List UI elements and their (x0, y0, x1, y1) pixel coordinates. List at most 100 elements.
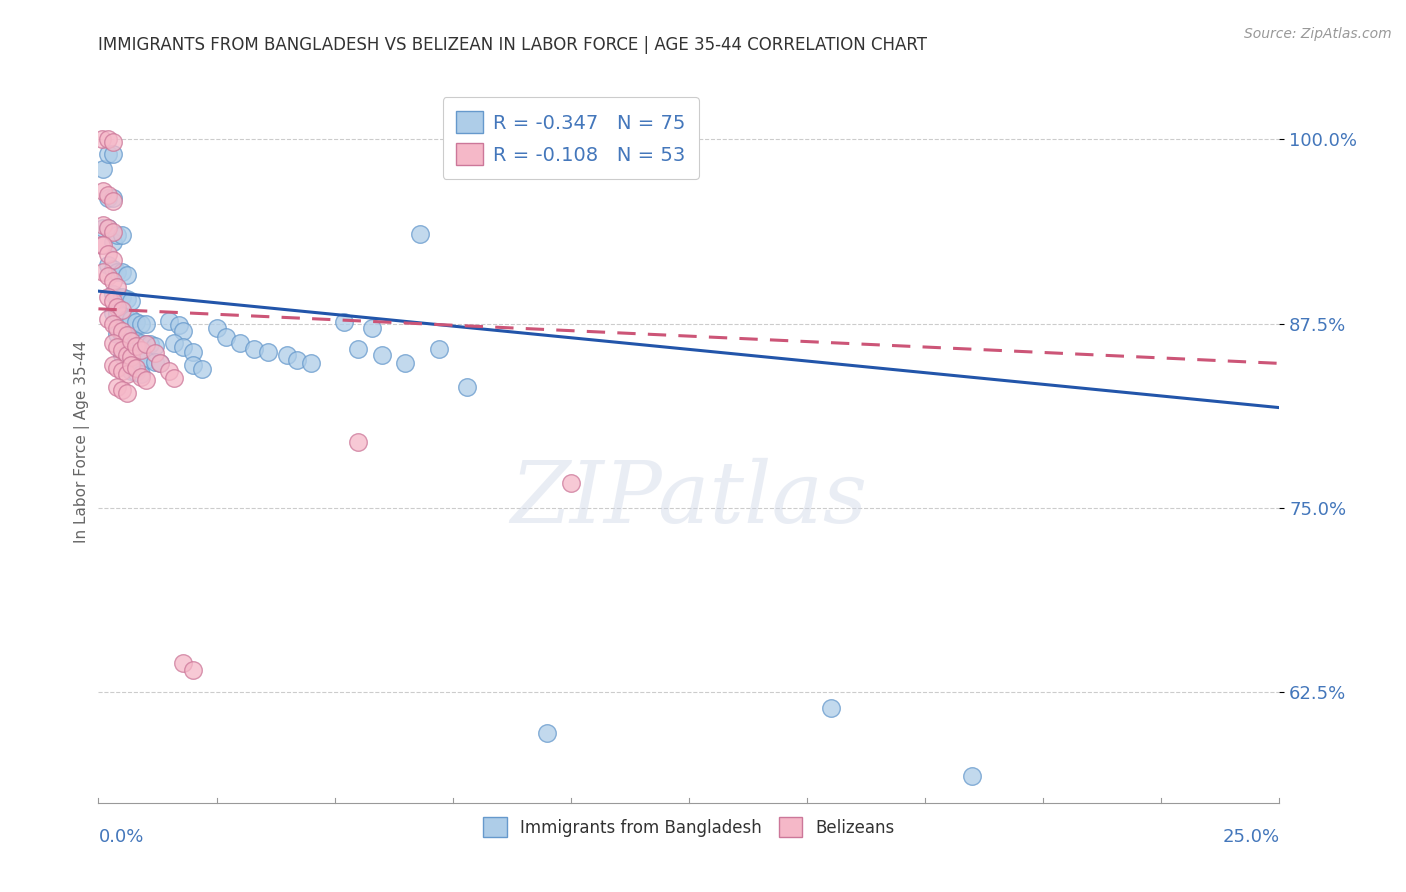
Point (105, 380, 128, 394)
Point (105, 301, 128, 315)
Point (115, 347, 138, 361)
Point (143, 355, 166, 369)
Point (135, 373, 157, 387)
Point (135, 317, 157, 331)
Point (101, 358, 124, 372)
Point (91, 238, 114, 252)
Point (101, 147, 124, 161)
Point (115, 347, 138, 361)
Point (97, 147, 120, 161)
Point (111, 265, 134, 279)
Point (105, 360, 128, 375)
Point (115, 331, 138, 345)
Point (101, 191, 124, 205)
Y-axis label: In Labor Force | Age 35-44: In Labor Force | Age 35-44 (75, 341, 90, 542)
Point (181, 663, 204, 677)
Point (101, 194, 124, 209)
Point (111, 347, 134, 361)
Point (163, 371, 186, 385)
Point (121, 351, 143, 365)
Point (91, 184, 114, 198)
Point (135, 337, 157, 351)
Point (115, 328, 138, 343)
Point (121, 294, 143, 309)
Legend: Immigrants from Bangladesh, Belizeans: Immigrants from Bangladesh, Belizeans (475, 809, 903, 845)
Point (172, 656, 194, 670)
Point (101, 135, 124, 149)
Point (962, 769, 984, 783)
Point (105, 290, 128, 304)
Point (129, 351, 152, 366)
Point (121, 333, 143, 347)
Point (97, 188, 120, 202)
Point (347, 342, 370, 356)
Point (125, 315, 148, 329)
Point (115, 385, 138, 400)
Text: 25.0%: 25.0% (1222, 828, 1279, 846)
Point (111, 228, 134, 243)
Point (121, 358, 143, 372)
Point (105, 340, 128, 354)
Point (347, 434, 370, 449)
Point (167, 318, 190, 332)
Text: ZIPatlas: ZIPatlas (510, 458, 868, 541)
Point (91, 218, 114, 232)
Point (125, 351, 148, 365)
Point (97, 220, 120, 235)
Point (361, 321, 384, 335)
Point (163, 335, 186, 350)
Point (149, 356, 172, 370)
Point (101, 274, 124, 288)
Point (143, 339, 166, 353)
Point (139, 337, 162, 351)
Point (101, 225, 124, 239)
Point (97, 132, 120, 146)
Point (229, 335, 252, 350)
Point (105, 279, 128, 293)
Point (125, 360, 148, 375)
Point (157, 364, 180, 378)
Point (111, 303, 134, 318)
Point (115, 367, 138, 381)
Point (101, 253, 124, 268)
Point (91, 220, 114, 235)
Point (285, 353, 308, 368)
Point (97, 312, 120, 326)
Point (101, 306, 124, 320)
Point (129, 335, 152, 350)
Point (191, 362, 214, 376)
Point (115, 268, 138, 282)
Point (97, 258, 120, 272)
Point (101, 262, 124, 277)
Text: 0.0%: 0.0% (98, 828, 143, 846)
Point (394, 356, 416, 370)
Point (408, 227, 430, 241)
Point (105, 321, 128, 335)
Point (111, 343, 134, 358)
Point (121, 334, 143, 349)
Point (129, 367, 152, 381)
Point (427, 342, 450, 356)
Point (105, 306, 128, 320)
Point (149, 356, 172, 370)
Point (121, 364, 143, 378)
Text: Source: ZipAtlas.com: Source: ZipAtlas.com (1244, 27, 1392, 41)
Point (257, 344, 280, 359)
Point (101, 287, 124, 301)
Point (101, 317, 124, 331)
Point (820, 701, 842, 715)
Point (101, 335, 124, 350)
Text: IMMIGRANTS FROM BANGLADESH VS BELIZEAN IN LABOR FORCE | AGE 35-44 CORRELATION CH: IMMIGRANTS FROM BANGLADESH VS BELIZEAN I… (98, 36, 928, 54)
Point (125, 334, 148, 349)
Point (105, 228, 128, 243)
Point (121, 349, 143, 363)
Point (101, 235, 124, 250)
Point (105, 265, 128, 279)
Point (115, 312, 138, 326)
Point (97, 269, 120, 284)
Point (181, 344, 204, 359)
Point (111, 309, 134, 323)
Point (90, 238, 112, 252)
Point (135, 337, 157, 351)
Point (215, 330, 238, 344)
